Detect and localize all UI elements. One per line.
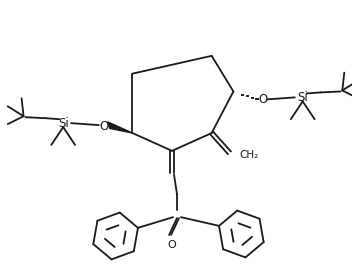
Text: O: O (99, 120, 108, 133)
Text: O: O (258, 93, 268, 106)
Text: CH₂: CH₂ (239, 150, 259, 160)
Polygon shape (108, 122, 132, 133)
Text: Si: Si (58, 117, 69, 130)
Text: Si: Si (297, 91, 308, 104)
Text: O: O (168, 240, 176, 250)
